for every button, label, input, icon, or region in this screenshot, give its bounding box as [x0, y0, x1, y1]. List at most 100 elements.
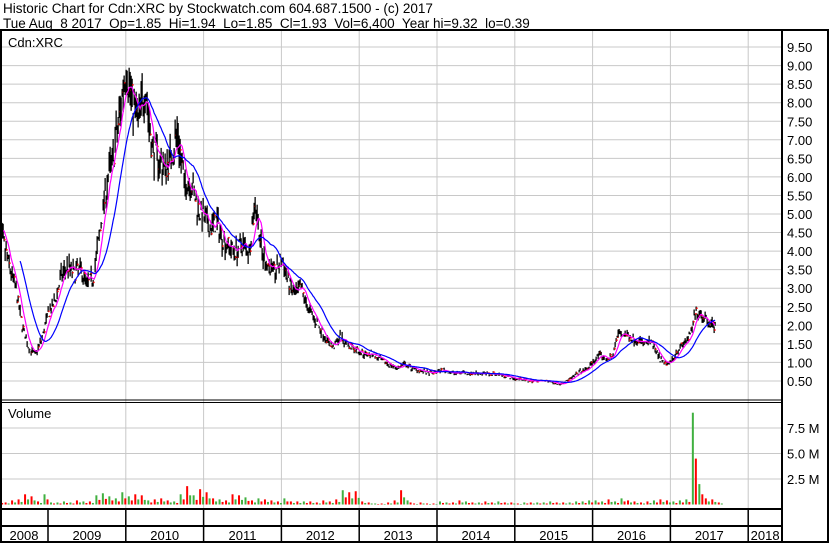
volume-bar [594, 500, 597, 505]
close-tick [150, 133, 152, 136]
volume-bar [562, 502, 565, 505]
close-tick [132, 84, 134, 86]
volume-bar [163, 501, 166, 505]
year-label: 2015 [539, 528, 568, 543]
close-tick [470, 373, 472, 376]
close-tick [274, 264, 276, 266]
volume-bar [578, 502, 581, 505]
close-tick [681, 342, 683, 344]
volume-bar [263, 499, 266, 505]
volume-bar [273, 502, 276, 505]
price-tick-label: 7.50 [787, 114, 812, 129]
close-tick [582, 370, 584, 372]
volume-bar [348, 492, 351, 505]
close-tick [222, 245, 224, 247]
volume-bar [620, 498, 623, 505]
volume-bar [500, 502, 503, 505]
volume-bar [72, 503, 75, 505]
close-tick [77, 263, 79, 266]
volume-bar [65, 502, 68, 505]
close-tick [241, 245, 243, 247]
volume-bar [283, 498, 286, 505]
close-tick [72, 271, 74, 274]
close-tick [531, 379, 533, 381]
close-tick [537, 380, 539, 383]
volume-bar [202, 496, 205, 505]
close-tick [610, 353, 612, 356]
close-tick [629, 339, 631, 341]
close-tick [664, 362, 666, 364]
volume-bar [545, 503, 548, 505]
volume-bar [85, 502, 88, 505]
close-tick [38, 346, 40, 348]
volume-bar [649, 502, 652, 505]
close-tick [235, 256, 237, 258]
close-tick [353, 348, 355, 350]
price-tick-label: 1.50 [787, 337, 812, 352]
volume-bar [121, 492, 124, 505]
volume-bar [458, 500, 461, 505]
volume-bar [27, 499, 30, 505]
volume-bar [160, 498, 163, 505]
volume-bar [312, 502, 315, 505]
volume-bar [374, 503, 377, 505]
price-tick-label: 4.50 [787, 226, 812, 241]
volume-bar [435, 503, 438, 505]
year-label: 2018 [751, 528, 780, 543]
volume-bar [503, 502, 506, 505]
volume-bar [655, 502, 658, 505]
volume-bar [633, 501, 636, 505]
volume-bar [607, 499, 610, 505]
chart-title: Historic Chart for Cdn:XRC by Stockwatch… [3, 1, 433, 16]
volume-bar [542, 502, 545, 505]
volume-bar [98, 499, 101, 505]
volume-tick-label: 7.5 M [787, 421, 820, 436]
close-tick [267, 263, 269, 265]
volume-bar [114, 498, 117, 505]
short-moving-average-line [3, 86, 716, 385]
close-tick [665, 361, 667, 363]
close-tick [614, 348, 616, 350]
volume-bar [451, 502, 454, 505]
volume-bar [322, 500, 325, 505]
volume-bar [614, 501, 617, 505]
volume-bar [490, 502, 493, 505]
volume-bar [244, 497, 247, 505]
volume-tick-label: 5.0 M [787, 447, 820, 462]
volume-bar [82, 501, 85, 505]
volume-bar [720, 503, 723, 505]
volume-bar [325, 502, 328, 505]
volume-bar [318, 503, 321, 505]
volume-bar [422, 503, 425, 505]
volume-bar [588, 500, 591, 505]
volume-bar [91, 502, 94, 505]
close-tick [520, 377, 522, 379]
volume-bar [367, 502, 370, 505]
volume-bar [694, 458, 697, 505]
close-tick [693, 320, 695, 323]
close-tick [18, 296, 20, 298]
volume-bar [493, 503, 496, 505]
close-tick [58, 288, 60, 291]
close-tick [630, 337, 632, 339]
close-tick [84, 272, 86, 275]
volume-bar [33, 500, 36, 505]
close-tick [576, 372, 578, 374]
volume-bar [571, 503, 574, 505]
volume-bar [707, 501, 710, 505]
volume-bar [688, 501, 691, 505]
volume-bar [250, 500, 253, 505]
volume-bar [228, 502, 231, 505]
volume-bar [448, 503, 451, 505]
volume-bar [704, 498, 707, 505]
volume-bar [351, 498, 354, 505]
volume-bar [111, 500, 114, 505]
volume-bar [341, 490, 344, 505]
close-tick [591, 361, 593, 364]
volume-bar [354, 491, 357, 505]
close-tick [289, 288, 291, 290]
close-tick [9, 262, 11, 264]
volume-bar [192, 495, 195, 505]
volume-bar [539, 503, 542, 505]
volume-bar [257, 498, 260, 505]
